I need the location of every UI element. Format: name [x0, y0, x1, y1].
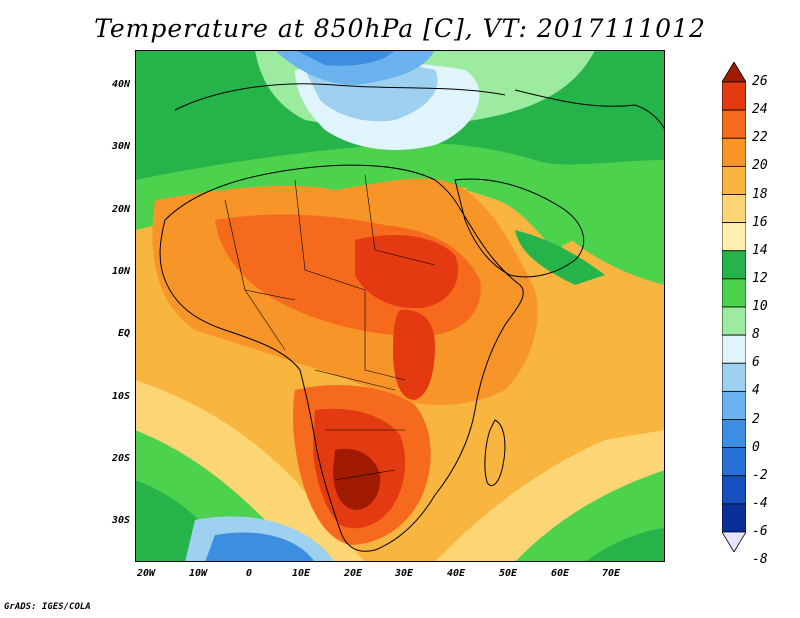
lat-label: 10S [111, 391, 130, 402]
field-contour [465, 170, 665, 285]
field-contour [333, 448, 381, 510]
lon-label: 10E [291, 568, 311, 579]
map-title: Temperature at 850hPa [C], VT: 201711101… [94, 14, 706, 43]
colorbar-segment [722, 137, 746, 167]
colorbar-label: -6 [752, 524, 768, 539]
colorbar-segment [722, 194, 746, 224]
colorbar-segment [722, 222, 746, 252]
colorbar-label: 26 [752, 74, 768, 89]
colorbar-bottom-arrow [722, 531, 746, 552]
colorbar-label: 8 [752, 327, 760, 343]
colorbar-label: 2 [752, 411, 760, 427]
colorbar-segment [722, 81, 746, 111]
colorbar-segment [722, 362, 746, 392]
colorbar-segment [722, 503, 746, 533]
lon-label: 70E [601, 568, 621, 579]
colorbar-label: -2 [752, 467, 768, 483]
colorbar-label: -8 [752, 552, 768, 568]
field-contour [295, 50, 395, 66]
colorbar [722, 62, 746, 552]
field-contour [205, 532, 315, 562]
field-contour [515, 230, 605, 285]
lat-label: 30S [111, 515, 130, 526]
colorbar-segment [722, 165, 746, 195]
lat-label: 10N [111, 266, 130, 277]
lon-label: 10W [188, 568, 208, 579]
field-contour [585, 528, 665, 562]
lat-label: EQ [117, 328, 130, 339]
map-border [135, 50, 665, 562]
colorbar-label: 24 [752, 102, 768, 118]
colorbar-segment [722, 475, 746, 505]
colorbar-label: -4 [752, 495, 768, 511]
colorbar-segment [722, 390, 746, 420]
colorbar-label: 18 [752, 186, 768, 202]
colorbar-segment [722, 334, 746, 364]
colorbar-label: 20 [752, 158, 768, 174]
lon-label: 20W [136, 568, 156, 579]
lon-label: 30E [394, 568, 414, 579]
colorbar-label: 16 [752, 214, 768, 230]
colorbar-segment [722, 109, 746, 139]
colorbar-segment [722, 306, 746, 336]
lon-label: 0 [245, 568, 253, 579]
field-contour [355, 235, 459, 309]
colorbar-label: 10 [752, 299, 768, 314]
temperature-map [135, 50, 665, 562]
lon-label: 40E [446, 568, 466, 579]
colorbar-segment [722, 278, 746, 308]
colorbar-label: 6 [752, 355, 760, 371]
lat-label: 20N [111, 204, 130, 215]
colorbar-label: 0 [752, 439, 760, 455]
lat-label: 30N [111, 141, 130, 152]
coastlines [159, 83, 665, 552]
colorbar-label: 12 [752, 270, 768, 286]
colorbar-segment [722, 250, 746, 280]
colorbar-label: 14 [752, 242, 768, 258]
lon-label: 50E [498, 568, 518, 579]
lon-label: 20E [343, 568, 363, 579]
lat-label: 40N [111, 79, 130, 90]
country-borders [224, 174, 436, 481]
credit-text: GrADS: IGES/COLA [4, 602, 91, 612]
colorbar-segment [722, 447, 746, 477]
colorbar-label: 4 [752, 383, 760, 399]
lon-label: 60E [550, 568, 570, 579]
colorbar-label: 22 [752, 130, 768, 146]
colorbar-top-arrow [722, 62, 746, 83]
field-contour [393, 309, 435, 400]
lat-label: 20S [111, 453, 130, 464]
colorbar-segment [722, 419, 746, 449]
